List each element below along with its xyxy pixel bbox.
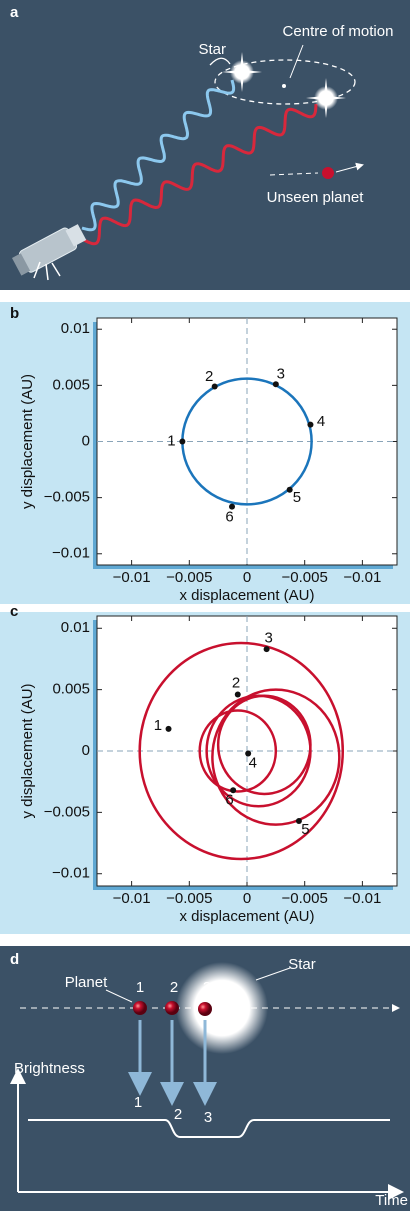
star-disc (176, 962, 268, 1054)
position-label: 3 (203, 979, 211, 996)
x-axis-label: x displacement (AU) (179, 908, 314, 925)
x-tick-label: −0.005 (166, 569, 212, 586)
orbit (211, 688, 341, 826)
planet (322, 167, 334, 179)
position-label: 1 (136, 979, 144, 996)
y-tick-label: 0.005 (52, 376, 90, 393)
y-axis-label: y displacement (AU) (19, 683, 36, 818)
point-label: 3 (277, 365, 285, 382)
x-tick-label: 0 (243, 569, 251, 586)
x-tick-label: −0.005 (282, 890, 328, 907)
point-label: 1 (167, 432, 175, 449)
point-label: 4 (317, 413, 325, 430)
point (211, 383, 218, 390)
y-tick-label: −0.005 (44, 489, 90, 506)
y-tick-label: 0.01 (61, 619, 90, 636)
point (230, 787, 237, 794)
point-label: 5 (293, 489, 301, 506)
star-pointer (255, 967, 291, 981)
dip-label: 3 (204, 1109, 212, 1126)
planet-3 (198, 1002, 212, 1016)
x-tick-label: −0.01 (343, 890, 381, 907)
dip-label: 2 (174, 1106, 182, 1123)
position-label: 2 (170, 979, 178, 996)
centre-dot (282, 84, 286, 88)
point (165, 725, 172, 732)
centre-label: Centre of motion (283, 23, 394, 40)
orbit (138, 641, 345, 861)
x-axis-label: Time (375, 1192, 408, 1209)
x-tick-label: 0 (243, 890, 251, 907)
light-curve (28, 1119, 390, 1138)
point-label: 3 (265, 629, 273, 646)
y-tick-label: −0.005 (44, 803, 90, 820)
point (286, 486, 293, 493)
x-tick-label: −0.005 (166, 890, 212, 907)
blue-wave (81, 79, 236, 232)
point (272, 381, 279, 388)
dip-label: 1 (134, 1094, 142, 1111)
point-label: 6 (225, 792, 233, 809)
panel-label: a (10, 4, 19, 21)
orbit (216, 694, 312, 796)
star-label: Star (288, 956, 316, 973)
planet-label: Planet (65, 974, 108, 991)
point (229, 503, 235, 510)
point-label: 1 (154, 717, 162, 734)
planet-2 (165, 1001, 179, 1015)
telescope (11, 224, 87, 276)
x-tick-label: −0.01 (113, 890, 151, 907)
planet-1 (133, 1001, 147, 1015)
point-label: 2 (232, 675, 240, 692)
centre-pointer (289, 44, 304, 79)
y-tick-label: −0.01 (52, 545, 90, 562)
x-tick-label: −0.005 (282, 569, 328, 586)
star-label: Star (198, 41, 226, 58)
point-label: 2 (205, 368, 213, 385)
point-label: 5 (301, 821, 309, 838)
y-tick-label: −0.01 (52, 865, 90, 882)
orbit-ellipse (214, 59, 356, 105)
y-tick-label: 0.005 (52, 681, 90, 698)
point (179, 438, 186, 445)
point-label: 4 (249, 754, 257, 771)
panel-label: b (10, 305, 19, 322)
x-tick-label: −0.01 (113, 569, 151, 586)
y-axis-label: y displacement (AU) (19, 374, 36, 509)
point (245, 750, 252, 757)
planet-label: Unseen planet (267, 189, 365, 206)
orbit (198, 709, 278, 793)
x-axis-label: x displacement (AU) (179, 587, 314, 604)
planet-arrow (335, 162, 364, 173)
star-1-flare (222, 52, 262, 92)
point (234, 691, 241, 698)
panel-label: c (10, 603, 18, 620)
planet-path (269, 172, 319, 176)
point (307, 421, 314, 428)
y-tick-label: 0.01 (61, 320, 90, 337)
point-label: 6 (225, 508, 233, 525)
y-axis-label: Brightness (14, 1060, 85, 1077)
y-tick-label: 0 (82, 432, 90, 449)
planet-pointer (105, 989, 133, 1003)
star-pointer (209, 57, 231, 66)
x-tick-label: −0.01 (343, 569, 381, 586)
star-2-flare (306, 78, 346, 118)
tripod (33, 261, 61, 281)
y-tick-label: 0 (82, 742, 90, 759)
point (295, 817, 302, 824)
panel-label: d (10, 951, 19, 968)
red-wave (83, 103, 318, 246)
point (263, 646, 270, 653)
